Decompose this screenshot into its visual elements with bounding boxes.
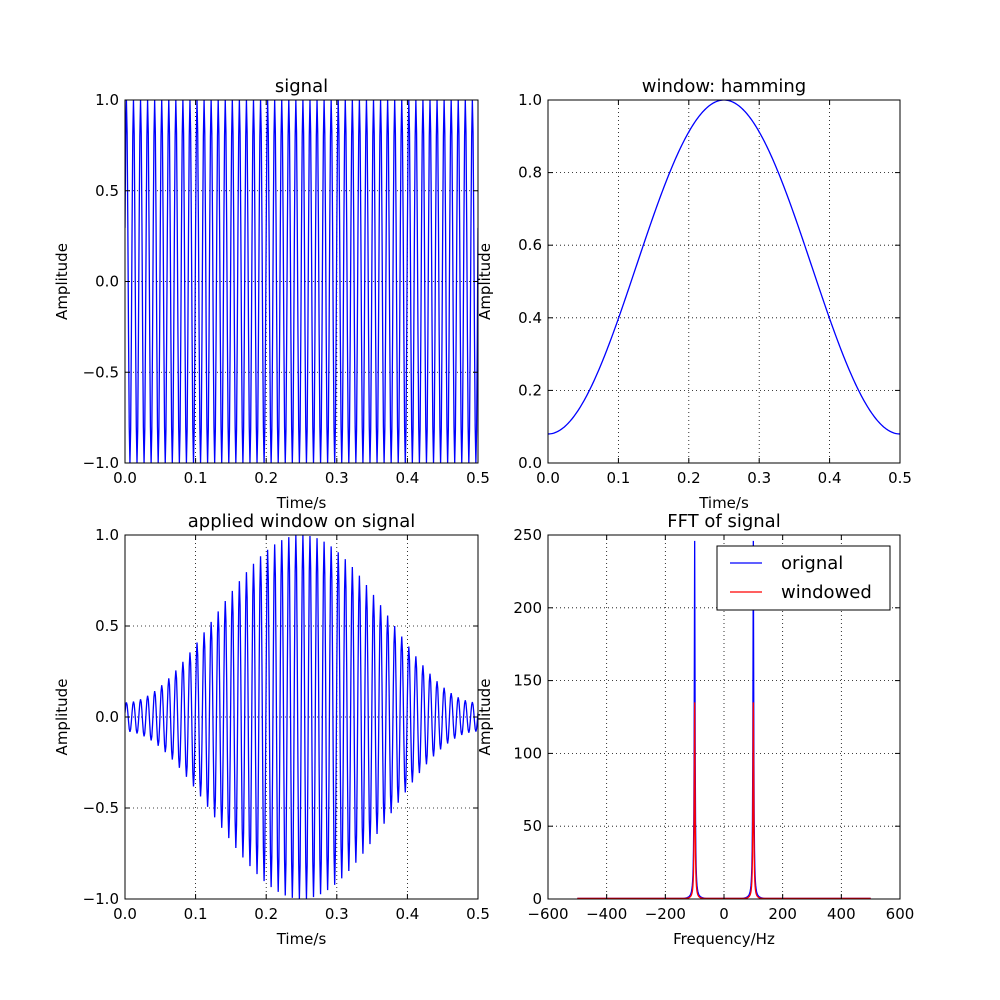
y-axis-label: Amplitude — [476, 679, 494, 756]
y-tick-label: 0 — [532, 890, 542, 908]
y-tick-label: 0.4 — [518, 309, 542, 327]
x-tick-label: 0.2 — [254, 469, 278, 487]
series-line-window — [548, 100, 900, 435]
x-tick-label: 0.5 — [466, 469, 490, 487]
legend: orignal windowed — [716, 545, 891, 611]
subplot-signal: 0.0 0.1 0.2 0.3 0.4 0.5 −1.0 −0.5 0.0 0.5 1.0 signa… — [53, 76, 490, 512]
y-tick-label: −0.5 — [83, 363, 119, 381]
chart-title: applied window on signal — [188, 511, 416, 532]
subplot-fft: −600 −400 −200 0 200 400 600 0 50 100 150 200 250 FFT… — [476, 511, 914, 948]
series-line-windowed — [125, 535, 478, 899]
chart-title: window: hamming — [642, 76, 806, 97]
y-tick-label: 0.0 — [95, 708, 119, 726]
y-tick-label: 0.5 — [95, 182, 119, 200]
x-tick-label: −400 — [586, 905, 627, 923]
legend-label-windowed: windowed — [781, 582, 872, 603]
x-tick-label: 0.0 — [536, 469, 560, 487]
x-axis-label: Time/s — [276, 494, 327, 512]
axes-frame — [547, 99, 901, 464]
x-tick-label: 0.5 — [466, 905, 490, 923]
x-tick-label: 0 — [719, 905, 729, 923]
x-tick-label: 0.0 — [113, 469, 137, 487]
y-tick-label: 1.0 — [95, 91, 119, 109]
y-tick-label: 1.0 — [518, 91, 542, 109]
subplot-windowed: 0.0 0.1 0.2 0.3 0.4 0.5 −1.0 −0.5 0.0 0.5 1.0 appli… — [53, 511, 490, 948]
series-line-signal — [125, 100, 478, 463]
x-tick-label: 0.1 — [606, 469, 630, 487]
y-tick-label: −1.0 — [83, 890, 119, 908]
x-axis-label: Frequency/Hz — [673, 930, 775, 948]
y-tick-label: 0.0 — [95, 273, 119, 291]
y-tick-label: 0.0 — [518, 454, 542, 472]
x-tick-label: 0.3 — [325, 905, 349, 923]
y-tick-label: −1.0 — [83, 454, 119, 472]
x-tick-label: 0.2 — [677, 469, 701, 487]
x-axis-label: Time/s — [276, 930, 327, 948]
x-tick-label: 0.3 — [747, 469, 771, 487]
y-tick-label: 0.2 — [518, 381, 542, 399]
y-tick-label: 0.6 — [518, 236, 542, 254]
x-tick-label: 0.1 — [184, 469, 208, 487]
x-tick-label: 0.2 — [254, 905, 278, 923]
y-axis-label: Amplitude — [476, 243, 494, 320]
x-axis-label: Time/s — [698, 494, 749, 512]
x-tick-label: 0.0 — [113, 905, 137, 923]
x-tick-label: 0.4 — [395, 905, 419, 923]
x-tick-label: 600 — [886, 905, 915, 923]
x-tick-label: −600 — [527, 905, 568, 923]
y-tick-label: 0.5 — [95, 617, 119, 635]
y-axis-label: Amplitude — [53, 679, 71, 756]
y-tick-label: 150 — [513, 672, 542, 690]
y-tick-label: 50 — [523, 817, 542, 835]
y-tick-label: 1.0 — [95, 526, 119, 544]
x-tick-label: 400 — [827, 905, 856, 923]
x-tick-label: −200 — [645, 905, 686, 923]
y-tick-label: −0.5 — [83, 799, 119, 817]
x-tick-label: 200 — [768, 905, 797, 923]
x-tick-label: 0.5 — [888, 469, 912, 487]
legend-label-orignal: orignal — [781, 553, 843, 574]
x-tick-label: 0.4 — [395, 469, 419, 487]
x-tick-label: 0.4 — [818, 469, 842, 487]
subplot-window: 0.0 0.1 0.2 0.3 0.4 0.5 0.0 0.2 0.4 0.6 0.8 1.0 wind… — [476, 76, 912, 512]
x-tick-label: 0.1 — [184, 905, 208, 923]
y-axis-label: Amplitude — [53, 243, 71, 320]
y-tick-label: 100 — [513, 744, 542, 762]
y-tick-label: 200 — [513, 599, 542, 617]
y-tick-label: 0.8 — [518, 164, 542, 182]
y-tick-label: 250 — [513, 526, 542, 544]
chart-title: FFT of signal — [667, 511, 780, 532]
chart-title: signal — [275, 76, 328, 97]
x-tick-label: 0.3 — [325, 469, 349, 487]
legend-box — [716, 545, 891, 611]
